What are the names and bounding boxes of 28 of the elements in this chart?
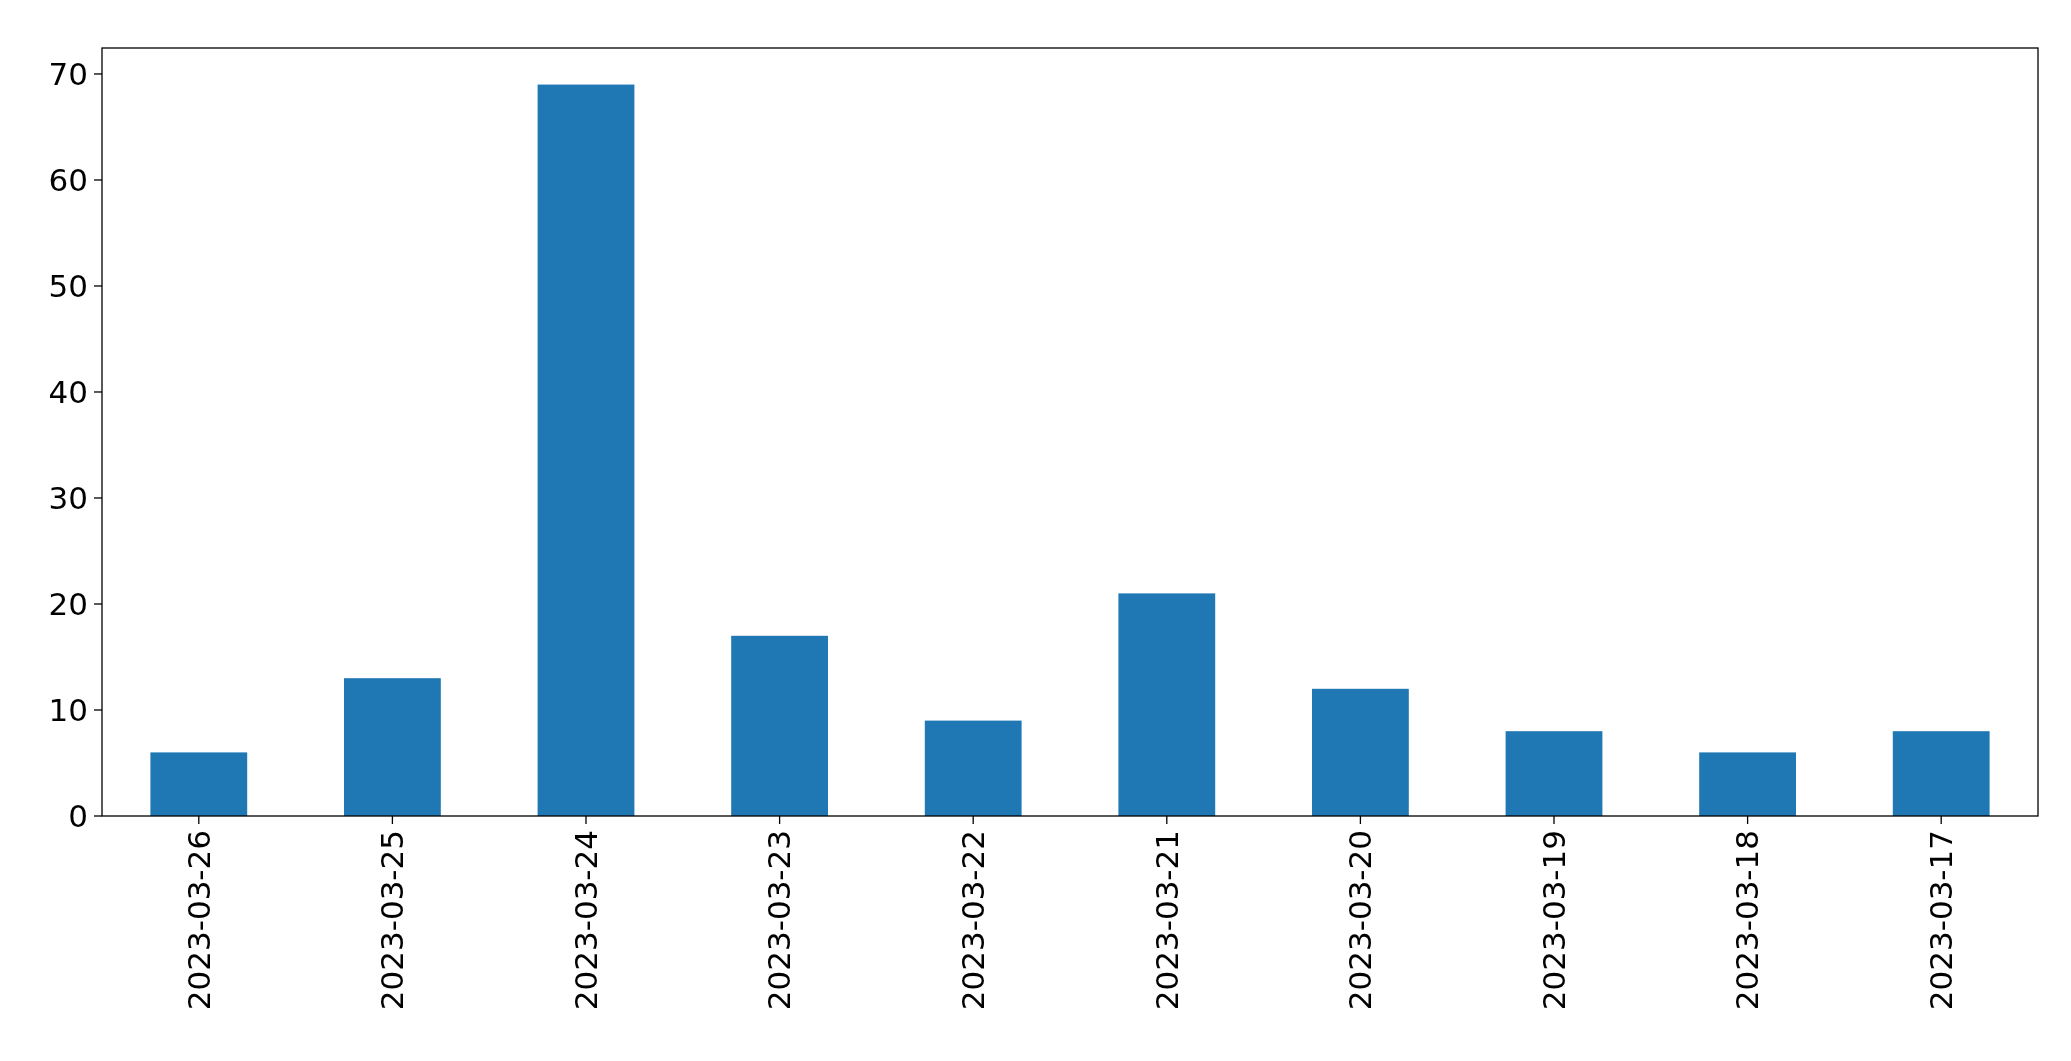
x-tick-label: 2023-03-22: [955, 830, 992, 1011]
bar: [1312, 688, 1409, 816]
y-tick-label: 50: [48, 267, 88, 304]
x-tick-label: 2023-03-21: [1148, 830, 1185, 1011]
y-tick-label: 40: [48, 373, 88, 410]
y-tick-label: 20: [48, 585, 88, 622]
bar: [150, 752, 248, 816]
bar: [1118, 593, 1216, 816]
y-tick-label: 10: [48, 691, 88, 728]
bar: [1892, 731, 1990, 816]
bar: [1699, 752, 1796, 816]
bar: [924, 720, 1022, 816]
x-tick-label: 2023-03-18: [1729, 830, 1766, 1011]
x-tick-label: 2023-03-19: [1535, 830, 1572, 1011]
bar: [1505, 731, 1603, 816]
x-tick-label: 2023-03-17: [1923, 830, 1960, 1011]
y-tick-label: 60: [48, 161, 88, 198]
y-tick-label: 70: [48, 55, 88, 92]
x-tick-label: 2023-03-23: [761, 830, 798, 1011]
x-tick-label: 2023-03-20: [1342, 830, 1379, 1011]
y-tick-label: 30: [48, 479, 88, 516]
y-tick-label: 0: [68, 797, 88, 834]
x-tick-label: 2023-03-25: [374, 830, 411, 1011]
x-tick-label: 2023-03-26: [180, 830, 217, 1011]
bar: [731, 635, 828, 816]
bar: [537, 84, 635, 816]
x-tick-label: 2023-03-24: [567, 830, 604, 1011]
bar: [344, 678, 441, 816]
